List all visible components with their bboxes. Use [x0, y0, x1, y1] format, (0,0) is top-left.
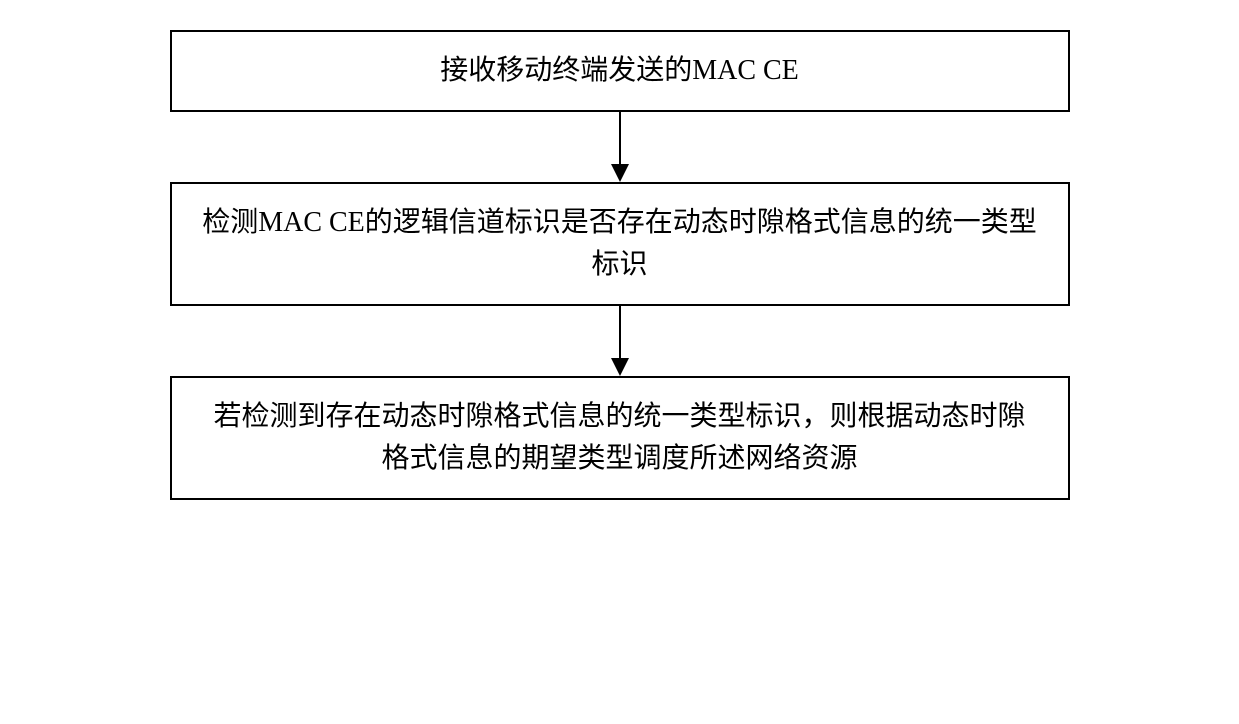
arrow-1-head [611, 164, 629, 182]
step-2-text: 检测MAC CE的逻辑信道标识是否存在动态时隙格式信息的统一类型标识 [202, 202, 1038, 286]
step-2-wrapper: 检测MAC CE的逻辑信道标识是否存在动态时隙格式信息的统一类型标识 ) 202 [70, 182, 1170, 306]
step-1-wrapper: 接收移动终端发送的MAC CE ) 201 [70, 30, 1170, 112]
step-2-box: 检测MAC CE的逻辑信道标识是否存在动态时隙格式信息的统一类型标识 [170, 182, 1070, 306]
step-1-text: 接收移动终端发送的MAC CE [440, 50, 799, 92]
arrow-1 [70, 112, 1170, 182]
step-3-box: 若检测到存在动态时隙格式信息的统一类型标识，则根据动态时隙格式信息的期望类型调度… [170, 376, 1070, 500]
step-3-wrapper: 若检测到存在动态时隙格式信息的统一类型标识，则根据动态时隙格式信息的期望类型调度… [70, 376, 1170, 500]
arrow-2 [70, 306, 1170, 376]
flowchart-diagram: 接收移动终端发送的MAC CE ) 201 检测MAC CE的逻辑信道标识是否存… [70, 30, 1170, 500]
arrow-2-head [611, 358, 629, 376]
step-3-text: 若检测到存在动态时隙格式信息的统一类型标识，则根据动态时隙格式信息的期望类型调度… [202, 396, 1038, 480]
step-1-box: 接收移动终端发送的MAC CE [170, 30, 1070, 112]
arrow-2-line [619, 306, 621, 358]
arrow-1-line [619, 112, 621, 164]
